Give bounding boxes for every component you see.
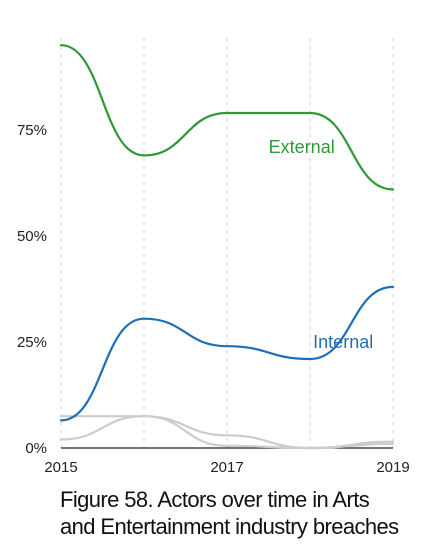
series-labels: External Internal [269, 137, 374, 352]
series-label-internal: Internal [313, 332, 373, 352]
series-label-external: External [269, 137, 335, 157]
series-line-external [59, 44, 395, 191]
x-tick-label: 2017 [210, 459, 243, 476]
x-tick-label: 2015 [44, 459, 77, 476]
y-tick-label: 75% [17, 122, 47, 139]
caption-line-2: and Entertainment industry breaches [60, 514, 399, 539]
y-tick-label: 25% [17, 334, 47, 351]
series-line-internal [59, 285, 395, 422]
figure-caption: Figure 58. Actors over time in Arts and … [60, 486, 445, 540]
y-tick-label: 0% [25, 440, 47, 457]
caption-line-1: Figure 58. Actors over time in Arts [60, 487, 370, 512]
series-line-other-3 [59, 415, 395, 450]
y-tick-label: 50% [17, 228, 47, 245]
line-chart: 0% 25% 50% 75% 2015 2017 2019 External Interna… [17, 38, 410, 476]
x-tick-label: 2019 [376, 459, 409, 476]
x-axis-ticks: 2015 2017 2019 [44, 459, 409, 476]
y-axis-ticks: 0% 25% 50% 75% [17, 122, 47, 457]
series-lines [59, 44, 395, 450]
grid-lines [60, 38, 394, 448]
